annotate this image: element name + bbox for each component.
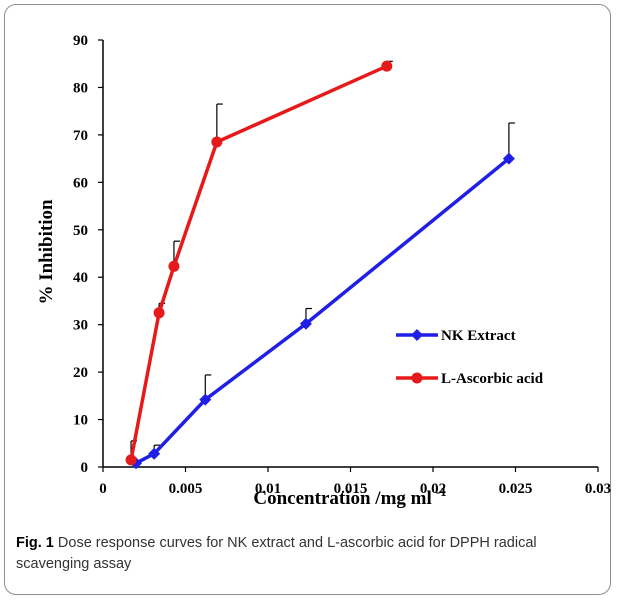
series-layer xyxy=(125,60,515,470)
x-axis-title: Concentration /mg ml -1 xyxy=(253,484,446,509)
series-line xyxy=(135,157,511,465)
legend-item-ascorbic: L-Ascorbic acid xyxy=(396,371,544,387)
legend-label-ascorbic: L-Ascorbic acid xyxy=(441,371,544,387)
y-tick-label: 30 xyxy=(73,318,88,334)
data-point-diamond xyxy=(199,393,212,406)
x-tick-label: 0 xyxy=(99,481,107,497)
figure-caption-text: Dose response curves for NK extract and … xyxy=(16,535,537,572)
legend: NK Extract L-Ascorbic acid xyxy=(396,328,544,387)
x-tick-label: 0.005 xyxy=(169,481,203,497)
data-point-diamond xyxy=(502,152,515,165)
x-tick-label: 0.02 xyxy=(420,481,446,497)
y-tick-label: 60 xyxy=(73,175,88,191)
y-tick-label: 70 xyxy=(73,128,88,144)
y-tick-label: 40 xyxy=(73,270,88,286)
series-ascorbic xyxy=(125,60,393,466)
legend-marker-circle xyxy=(411,372,423,384)
figure-caption: Fig. 1 Dose response curves for NK extra… xyxy=(16,533,596,575)
data-point-circle xyxy=(153,307,165,319)
data-point-circle xyxy=(125,454,137,466)
data-point-diamond xyxy=(299,317,312,330)
x-tick-label: 0.03 xyxy=(585,481,611,497)
y-axis-title: % Inhibition xyxy=(36,199,57,305)
y-tick-label: 10 xyxy=(73,413,88,429)
y-tick-label: 80 xyxy=(73,80,88,96)
data-point-circle xyxy=(211,136,223,148)
legend-item-nk-extract: NK Extract xyxy=(396,328,516,344)
x-tick-label: 0.01 xyxy=(255,481,281,497)
data-point-circle xyxy=(381,60,393,72)
legend-marker-diamond xyxy=(411,329,423,341)
legend-label-nk-extract: NK Extract xyxy=(441,328,516,344)
figure-label: Fig. 1 xyxy=(16,535,54,551)
y-axis-ticks: 0 10 20 30 40 50 60 70 80 90 xyxy=(73,33,103,476)
series-line xyxy=(129,64,388,461)
data-point-diamond xyxy=(148,447,161,460)
y-tick-label: 0 xyxy=(81,460,89,476)
x-axis-ticks: 0 0.005 0.01 0.015 0.02 0.025 0.03 xyxy=(99,467,611,497)
x-tick-label: 0.015 xyxy=(334,481,368,497)
y-tick-label: 90 xyxy=(73,33,88,49)
y-tick-label: 20 xyxy=(73,365,88,381)
x-axis-title-text: Concentration /mg ml xyxy=(253,488,431,509)
x-tick-label: 0.025 xyxy=(499,481,533,497)
series-nk-extract xyxy=(130,122,515,470)
y-tick-label: 50 xyxy=(73,223,88,239)
x-axis-title-superscript: -1 xyxy=(436,484,447,499)
data-point-circle xyxy=(168,260,180,272)
